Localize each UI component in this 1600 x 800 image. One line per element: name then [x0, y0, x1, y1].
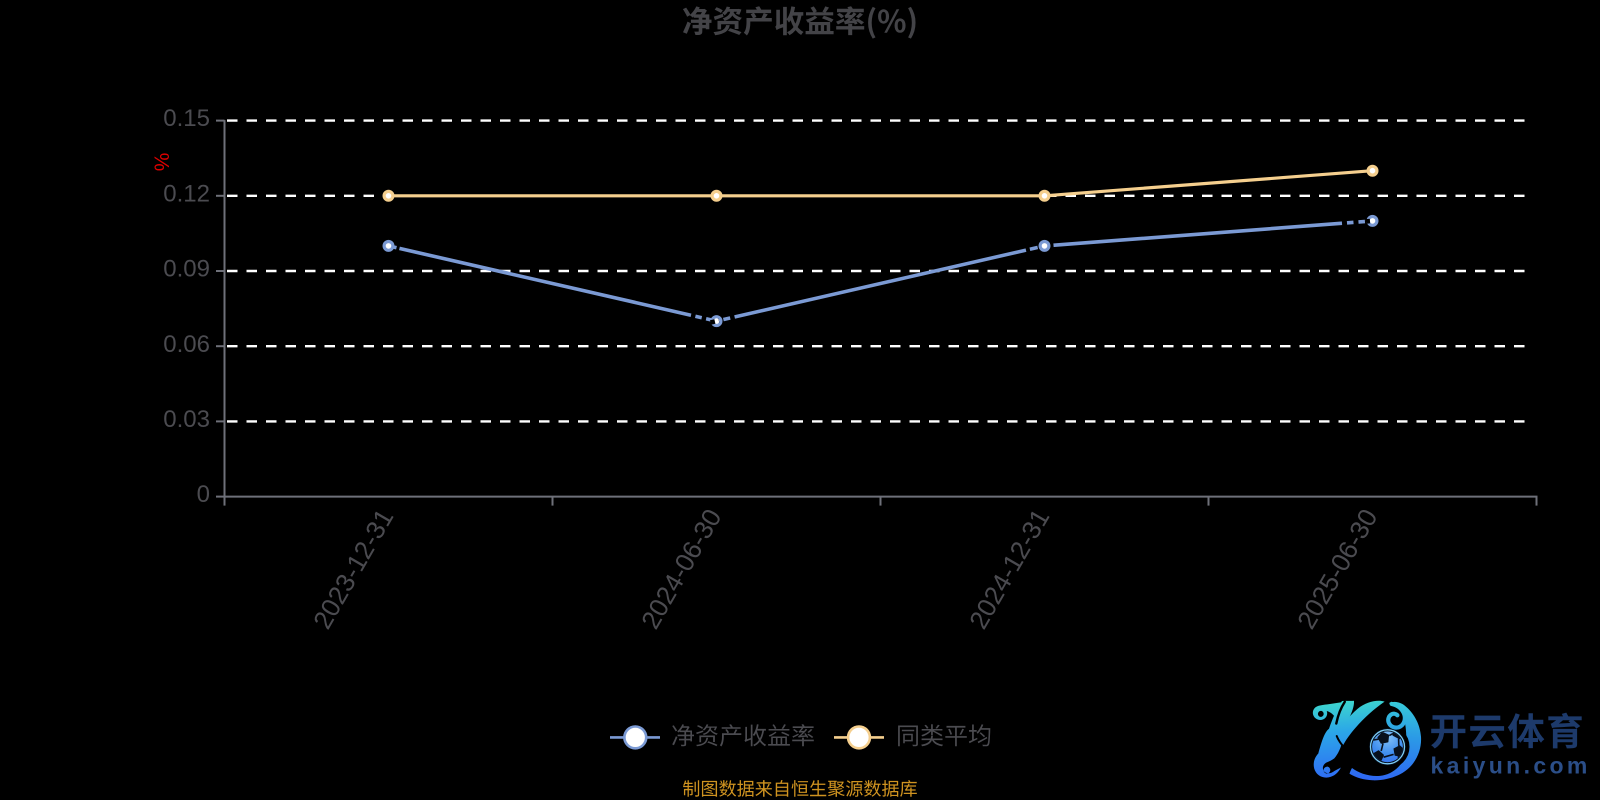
svg-text:%: % [150, 153, 173, 172]
svg-text:0: 0 [197, 481, 210, 508]
svg-text:kaiyun.com: kaiyun.com [1431, 753, 1591, 779]
svg-text:0.15: 0.15 [163, 105, 210, 132]
svg-text:0.09: 0.09 [163, 256, 210, 283]
svg-text:0.12: 0.12 [163, 180, 210, 207]
svg-text:0.06: 0.06 [163, 331, 210, 358]
svg-text:0.03: 0.03 [163, 406, 210, 433]
